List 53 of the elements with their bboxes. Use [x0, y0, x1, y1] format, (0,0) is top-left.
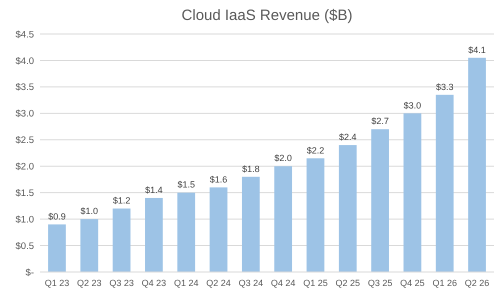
data-label: $2.2: [306, 145, 324, 156]
y-tick-label: $1.5: [16, 188, 34, 199]
data-label: $2.4: [339, 132, 357, 142]
bar: [80, 219, 98, 272]
data-label: $1.6: [210, 174, 228, 184]
x-tick-label: Q2 23: [77, 278, 102, 288]
data-label: $1.4: [145, 184, 163, 195]
x-tick-label: Q1 23: [44, 278, 70, 288]
bar: [274, 166, 292, 272]
data-label: $3.3: [436, 82, 454, 92]
y-tick-label: $4.5: [16, 29, 34, 40]
data-label: $1.8: [242, 164, 260, 174]
data-label: $1.0: [80, 206, 98, 216]
data-label: $2.7: [371, 116, 389, 126]
y-tick-label: $1.0: [16, 214, 34, 226]
bar: [338, 145, 357, 272]
bar: [436, 94, 454, 272]
data-label: $1.5: [177, 180, 195, 190]
x-tick-label: Q4 24: [270, 278, 296, 288]
x-tick-label: Q3 24: [238, 278, 264, 288]
x-tick-label: Q1 25: [303, 278, 328, 288]
bar: [48, 224, 66, 272]
bar: [468, 58, 486, 272]
chart-title: Cloud IaaS Revenue ($B): [182, 7, 352, 24]
y-tick-label: $4.0: [16, 56, 34, 67]
bar: [210, 187, 228, 272]
bar: [177, 192, 196, 272]
data-label: $1.2: [112, 196, 130, 206]
y-tick-label: $0.5: [16, 240, 34, 252]
y-tick-label: $3.5: [16, 82, 34, 94]
bar: [112, 208, 130, 272]
bar: [371, 129, 389, 272]
x-tick-label: Q2 25: [336, 278, 360, 288]
data-label: $3.0: [404, 100, 422, 110]
x-tick-label: Q1 24: [174, 278, 198, 288]
x-tick-label: Q4 25: [400, 278, 425, 288]
y-tick-label: $2.0: [16, 162, 34, 173]
x-tick-label: Q3 25: [368, 278, 392, 288]
bar: [242, 176, 260, 272]
bar: [404, 113, 422, 272]
x-tick-label: Q4 23: [142, 278, 166, 288]
x-tick-label: Q2 26: [464, 278, 490, 288]
x-tick-label: Q1 26: [432, 278, 457, 288]
y-tick-label: $2.5: [16, 135, 34, 146]
x-tick-label: Q2 24: [206, 278, 231, 288]
y-tick-label: $3.0: [16, 108, 34, 120]
bar: [145, 198, 163, 272]
x-tick-label: Q3 23: [109, 278, 134, 288]
y-tick-label: $-: [26, 267, 34, 278]
data-label: $2.0: [274, 153, 292, 164]
data-label: $0.9: [48, 211, 66, 222]
bar: [306, 158, 324, 272]
data-label: $4.1: [468, 44, 486, 55]
